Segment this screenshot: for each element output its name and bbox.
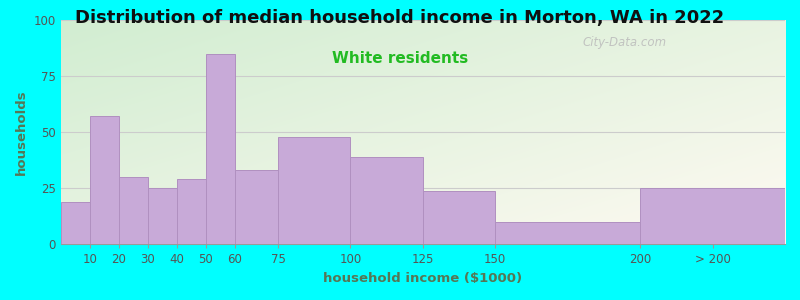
Y-axis label: households: households (15, 89, 28, 175)
Bar (118, 177, 147, 244)
Bar (206, 54, 234, 244)
Bar (495, 222, 640, 244)
Bar (640, 188, 785, 244)
X-axis label: household income ($1000): household income ($1000) (323, 272, 522, 285)
Text: Distribution of median household income in Morton, WA in 2022: Distribution of median household income … (75, 9, 725, 27)
Bar (90, 116, 118, 244)
Text: City-Data.com: City-Data.com (582, 36, 666, 49)
Bar (177, 179, 206, 244)
Bar (61, 202, 90, 244)
Bar (234, 170, 278, 244)
Bar (147, 188, 177, 244)
Bar (278, 137, 350, 244)
Bar (350, 157, 423, 244)
Text: White residents: White residents (332, 51, 468, 66)
Bar (423, 190, 495, 244)
